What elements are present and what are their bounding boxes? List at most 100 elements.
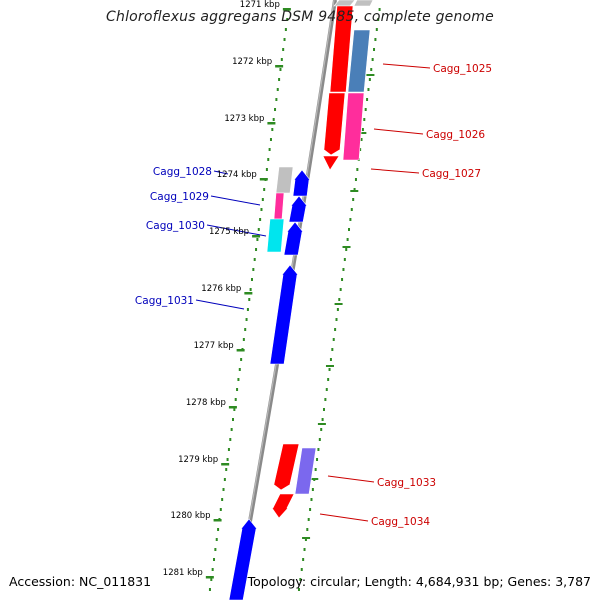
feature-cagg-1028-grey[interactable] — [275, 166, 294, 194]
feature-cagg-1029[interactable] — [273, 192, 285, 220]
inner-track-dot — [286, 18, 289, 21]
outer-track-dot — [352, 198, 355, 201]
inner-track-dot — [261, 198, 264, 201]
inner-track-dot — [222, 488, 225, 491]
feature-top-grey[interactable] — [333, 0, 356, 7]
outer-track-dot — [317, 448, 320, 451]
scale-label: 1281 kbp — [163, 568, 203, 578]
outer-track-dot — [346, 238, 349, 241]
outer-track-dot — [371, 58, 374, 61]
outer-track-dot — [354, 178, 357, 181]
gene-label[interactable]: Cagg_1026 — [426, 129, 485, 141]
feature-cagg-1033[interactable] — [294, 447, 317, 495]
feature-cagg-1027[interactable] — [322, 155, 340, 171]
outer-track-dot — [338, 298, 341, 301]
inner-track-dot — [238, 368, 241, 371]
inner-track-dot — [265, 168, 268, 171]
inner-track-dot — [279, 68, 282, 71]
outer-track-dot — [324, 398, 327, 401]
scale-major-tick — [205, 576, 214, 579]
inner-track-dot — [226, 458, 229, 461]
inner-track-dot — [275, 98, 278, 101]
inner-track-dot — [214, 548, 217, 551]
scale-major-tick — [221, 463, 230, 466]
inner-track-dot — [283, 38, 286, 41]
outer-major-tick — [302, 537, 311, 539]
accession-text: Accession: NC_011831 — [9, 574, 152, 589]
outer-track-dot — [375, 28, 378, 31]
outer-track-dot — [329, 358, 332, 361]
gene-label[interactable]: Cagg_1034 — [371, 516, 430, 528]
outer-track-dot — [350, 208, 353, 211]
inner-track-dot — [223, 478, 226, 481]
label-leader-line — [213, 170, 229, 175]
outer-track-dot — [378, 8, 381, 11]
feature-blue-bottom[interactable] — [228, 518, 258, 600]
inner-track-dot — [240, 358, 243, 361]
gene-label[interactable]: Cagg_1031 — [135, 295, 194, 307]
outer-track-dot — [341, 278, 344, 281]
inner-track-dot — [211, 568, 214, 571]
inner-track-dot — [230, 428, 233, 431]
feature-cagg-1025-a[interactable] — [329, 5, 354, 93]
feature-cagg-1026[interactable] — [342, 92, 365, 161]
feature-top-grey-2[interactable] — [353, 0, 374, 7]
gene-label[interactable]: Cagg_1029 — [150, 191, 209, 203]
scale-major-tick — [275, 65, 284, 68]
gene-label[interactable]: Cagg_1033 — [377, 477, 436, 489]
scale-label: 1274 kbp — [217, 170, 257, 180]
label-leader-line — [206, 224, 267, 237]
scale-major-tick — [236, 349, 245, 352]
label-leader-line — [382, 63, 431, 69]
inner-track-dot — [233, 408, 236, 411]
gene-label[interactable]: Cagg_1030 — [146, 220, 205, 232]
outer-track-dot — [334, 328, 337, 331]
outer-track-dot — [328, 368, 331, 371]
scale-major-tick — [213, 519, 222, 522]
feature-blue-mid[interactable] — [288, 195, 308, 223]
feature-red-forward[interactable] — [322, 92, 346, 156]
scale-major-tick — [252, 235, 261, 238]
feature-cagg-1030-blue[interactable] — [283, 221, 304, 256]
outer-track-dot — [335, 318, 338, 321]
feature-cagg-1030[interactable] — [266, 218, 285, 253]
outer-track-dot — [374, 38, 377, 41]
inner-track-dot — [217, 528, 220, 531]
outer-major-tick — [358, 132, 367, 134]
feature-cagg-1025[interactable] — [347, 29, 371, 93]
inner-track-dot — [267, 158, 270, 161]
scale-major-tick — [259, 178, 268, 181]
outer-track-dot — [307, 518, 310, 521]
inner-track-dot — [269, 138, 272, 141]
inner-track-dot — [213, 558, 216, 561]
feature-cagg-1028[interactable] — [292, 169, 311, 197]
outer-track-dot — [336, 308, 339, 311]
inner-track-dot — [250, 278, 253, 281]
label-leader-line — [195, 299, 245, 310]
scale-major-tick — [228, 406, 237, 409]
inner-track-dot — [219, 508, 222, 511]
inner-track-dot — [215, 538, 218, 541]
outer-track-dot — [316, 458, 319, 461]
outer-track-dot — [343, 258, 346, 261]
inner-track-dot — [255, 248, 258, 251]
feature-cagg-1031[interactable] — [269, 264, 299, 365]
outer-major-tick — [325, 365, 334, 367]
feature-red-1033[interactable] — [272, 443, 300, 491]
gene-label[interactable]: Cagg_1025 — [433, 63, 492, 75]
label-leader-line — [327, 475, 375, 483]
inner-track-dot — [221, 498, 224, 501]
outer-track-dot — [303, 548, 306, 551]
feature-cagg-1034[interactable] — [271, 493, 295, 519]
outer-major-tick — [334, 303, 343, 305]
inner-track-dot — [242, 338, 245, 341]
gene-label[interactable]: Cagg_1028 — [153, 166, 212, 178]
gene-label[interactable]: Cagg_1027 — [422, 168, 481, 180]
outer-track-dot — [348, 228, 351, 231]
scale-label: 1275 kbp — [209, 227, 249, 237]
scale-label: 1280 kbp — [171, 511, 211, 521]
outer-track-dot — [366, 98, 369, 101]
outer-track-dot — [373, 48, 376, 51]
scale-label: 1278 kbp — [186, 398, 226, 408]
